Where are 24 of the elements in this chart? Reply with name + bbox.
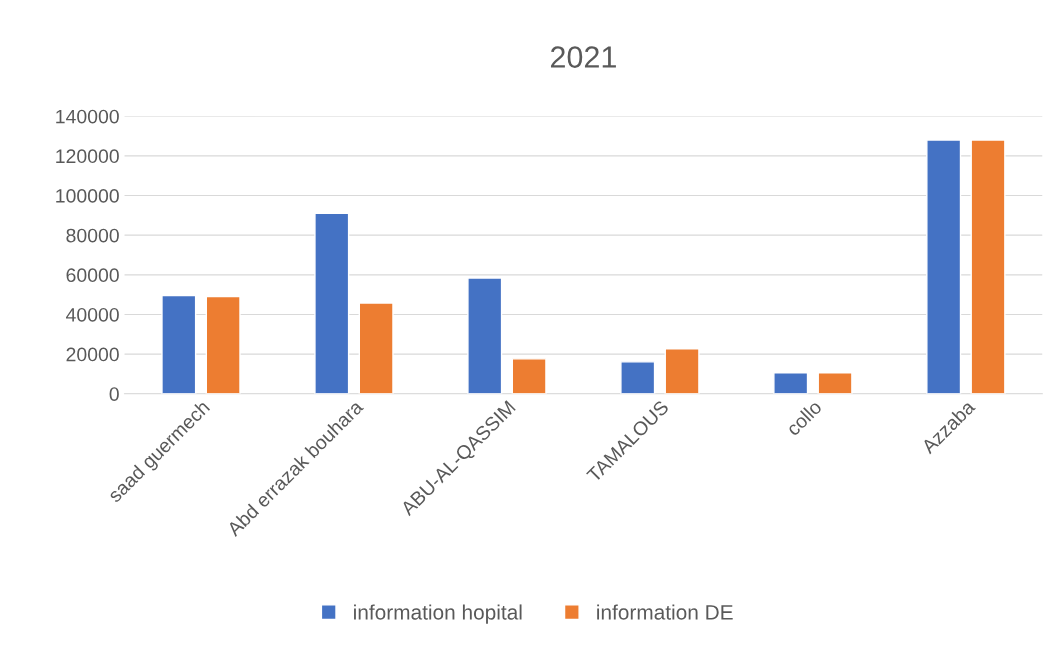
y-tick-label: 20000 xyxy=(66,347,119,362)
y-tick-label: 100000 xyxy=(56,188,119,203)
bar xyxy=(511,358,547,394)
bar xyxy=(926,139,962,394)
y-tick-label: 40000 xyxy=(66,307,119,322)
legend-label: information hopital xyxy=(354,604,522,624)
bar xyxy=(205,295,241,394)
legend-label: information DE xyxy=(597,604,733,620)
bar xyxy=(358,302,394,394)
bar xyxy=(467,277,503,394)
x-tick-label: collo xyxy=(785,399,823,437)
bar xyxy=(970,139,1006,394)
chart-title: 2021 xyxy=(550,46,616,68)
bar xyxy=(773,372,809,394)
y-tick-label: 140000 xyxy=(56,109,119,124)
bar xyxy=(664,348,700,394)
bar xyxy=(314,212,350,394)
y-tick-label: 60000 xyxy=(66,268,119,283)
y-tick-label: 0 xyxy=(109,387,119,401)
bar xyxy=(620,361,656,394)
bar xyxy=(817,372,853,394)
bar xyxy=(161,294,197,394)
y-tick-label: 80000 xyxy=(66,228,119,243)
y-tick-label: 120000 xyxy=(56,149,119,164)
